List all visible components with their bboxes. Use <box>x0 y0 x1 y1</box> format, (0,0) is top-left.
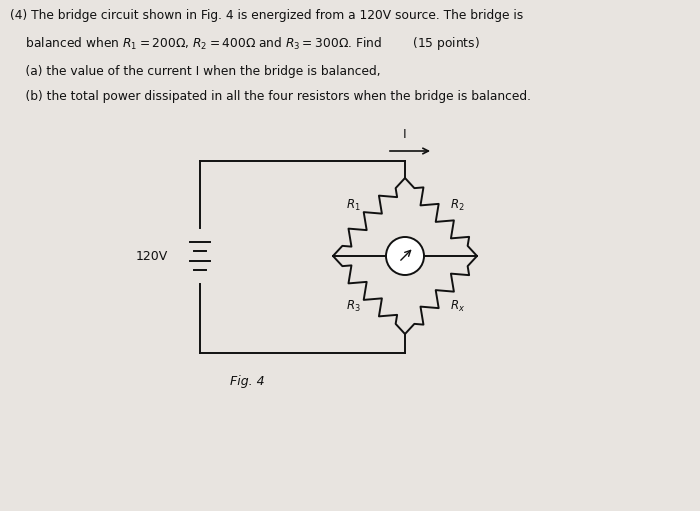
Text: $R_x$: $R_x$ <box>449 299 465 314</box>
Text: (b) the total power dissipated in all the four resistors when the bridge is bala: (b) the total power dissipated in all th… <box>10 89 531 103</box>
Text: Fig. 4: Fig. 4 <box>230 375 265 388</box>
Text: (a) the value of the current I when the bridge is balanced,: (a) the value of the current I when the … <box>10 65 381 78</box>
Text: (4) The bridge circuit shown in Fig. 4 is energized from a 120V source. The brid: (4) The bridge circuit shown in Fig. 4 i… <box>10 9 524 22</box>
Text: $R_1$: $R_1$ <box>346 198 360 213</box>
Text: $R_2$: $R_2$ <box>449 198 464 213</box>
Text: 120V: 120V <box>136 249 168 263</box>
Circle shape <box>386 237 424 275</box>
Text: balanced when $R_1 = 200\Omega$, $R_2 = 400\Omega$ and $R_3 = 300\Omega$. Find  : balanced when $R_1 = 200\Omega$, $R_2 = … <box>10 35 480 52</box>
Text: I: I <box>403 128 407 141</box>
Text: $R_3$: $R_3$ <box>346 299 360 314</box>
